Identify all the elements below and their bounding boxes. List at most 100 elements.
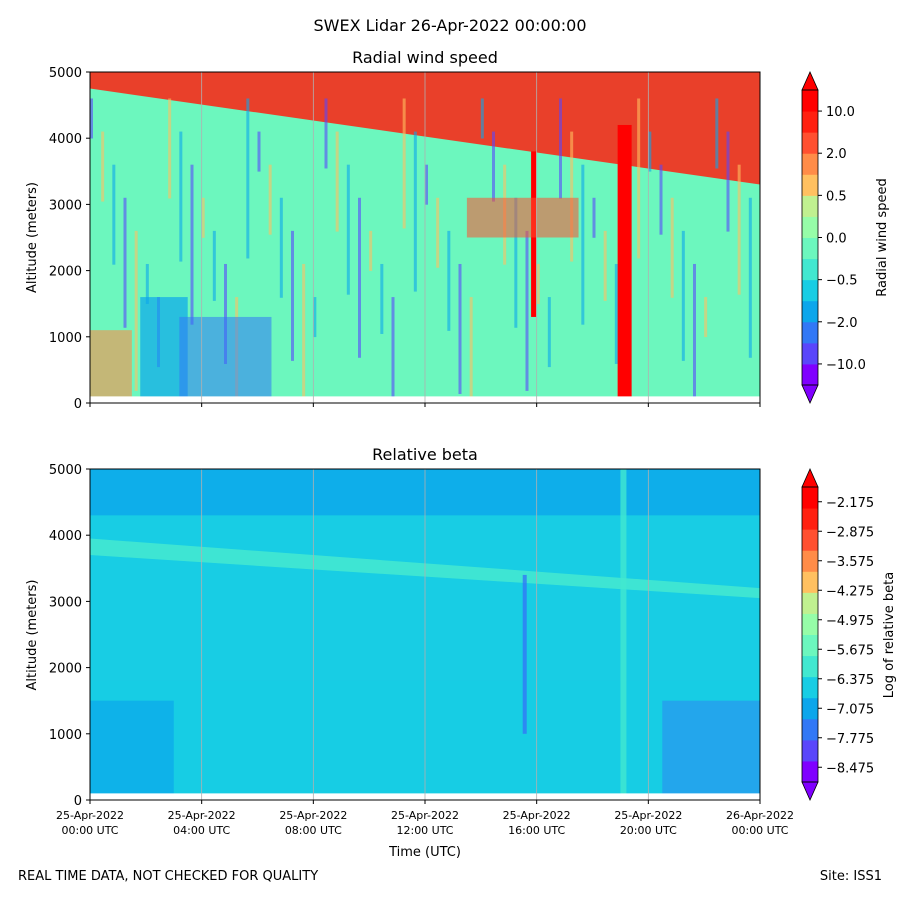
- texture-stripe: [358, 197, 361, 358]
- colorbar-tick-label: −8.475: [826, 761, 874, 776]
- texture-stripe: [614, 263, 618, 364]
- low-patch: [90, 700, 174, 800]
- colorbar-segment: [802, 613, 818, 635]
- x-tick-label-date: 25-Apr-2022: [391, 809, 459, 822]
- radial-wind-colorbar-label: Radial wind speed: [875, 178, 890, 296]
- colorbar-segment: [802, 592, 818, 614]
- texture-stripe: [402, 98, 406, 229]
- texture-stripe: [413, 131, 417, 292]
- colorbar-segment: [802, 237, 818, 260]
- texture-stripe: [547, 297, 551, 368]
- x-tick-label-date: 25-Apr-2022: [503, 809, 571, 822]
- texture-stripe: [335, 131, 339, 232]
- x-tick-label-time: 08:00 UTC: [285, 824, 342, 837]
- colorbar-segment: [802, 487, 818, 509]
- colorbar-segment: [802, 279, 818, 302]
- texture-stripe: [670, 197, 674, 298]
- relative-beta-y-axis-label: Altitude (meters): [25, 580, 40, 691]
- event-column: [620, 469, 627, 800]
- texture-stripe: [201, 197, 205, 238]
- y-tick-label: 4000: [49, 529, 82, 544]
- y-tick-label: 1000: [49, 331, 82, 346]
- colorbar-segment: [802, 153, 818, 175]
- texture-stripe: [748, 197, 752, 358]
- texture-stripe: [637, 98, 641, 259]
- colorbar-segment: [802, 258, 818, 281]
- texture-stripe: [659, 164, 663, 235]
- x-tick-label-date: 25-Apr-2022: [168, 809, 236, 822]
- texture-stripe: [279, 197, 283, 298]
- site-label: Site: ISS1: [819, 869, 882, 884]
- colorbar-segment: [802, 571, 818, 593]
- texture-stripe: [190, 164, 194, 325]
- texture-stripe: [447, 230, 451, 331]
- colorbar-segment: [802, 342, 818, 365]
- colorbar-segment: [802, 718, 818, 741]
- relative-beta-colorbar: −8.475 −7.775 −7.075 −6.375 −5.675 −4.975 −4.2…: [801, 468, 874, 801]
- y-tick-label: 2000: [49, 662, 82, 677]
- colorbar-tick-label: 2.0: [826, 147, 847, 162]
- texture-stripe: [693, 263, 696, 403]
- x-tick-label-time: 20:00 UTC: [620, 824, 677, 837]
- figure-title: SWEX Lidar 26-Apr-2022 00:00:00: [313, 16, 587, 35]
- colorbar-segment: [802, 300, 818, 323]
- colorbar-tick-label: 10.0: [826, 105, 855, 120]
- relative-beta-colorbar-label: Log of relative beta: [882, 572, 897, 699]
- x-tick-label-time: 00:00 UTC: [731, 824, 788, 837]
- panel-title-relative-beta: Relative beta: [372, 445, 478, 464]
- colorbar-tick-label: −4.975: [826, 614, 874, 629]
- texture-stripe: [536, 263, 540, 304]
- radial-wind-x-axis: [89, 403, 761, 407]
- texture-stripe: [391, 297, 395, 398]
- colorbar-tick-label: −2.175: [826, 496, 874, 511]
- quality-disclaimer: REAL TIME DATA, NOT CHECKED FOR QUALITY: [18, 869, 319, 884]
- colorbar-tick-label: −10.0: [826, 358, 866, 373]
- colorbar-extend-max: [801, 468, 819, 488]
- event-column: [617, 124, 632, 403]
- colorbar-segment: [802, 508, 818, 530]
- texture-stripe: [648, 131, 652, 172]
- low-patch: [662, 700, 760, 800]
- colorbar-segment: [802, 363, 818, 386]
- texture-stripe: [123, 197, 127, 328]
- texture-stripe: [101, 131, 105, 202]
- texture-stripe: [268, 164, 272, 235]
- texture-stripe: [313, 297, 317, 338]
- colorbar-tick-label: −5.675: [826, 643, 874, 658]
- texture-stripe: [134, 230, 138, 391]
- texture-stripe: [425, 164, 428, 205]
- colorbar-extend-min: [801, 384, 819, 404]
- texture-stripe: [592, 197, 596, 238]
- y-tick-label: 5000: [49, 66, 82, 81]
- colorbar-segment: [802, 90, 818, 112]
- colorbar-segment: [802, 132, 818, 154]
- texture-stripe: [525, 230, 529, 391]
- colorbar-segment: [802, 111, 818, 133]
- colorbar-segment: [802, 760, 818, 783]
- x-tick-label-time: 04:00 UTC: [173, 824, 230, 837]
- colorbar-extend-max: [801, 71, 819, 91]
- low-patch: [90, 330, 132, 403]
- texture-stripe: [369, 230, 373, 271]
- colorbar-frame: [801, 486, 819, 783]
- colorbar-tick-label: −6.375: [826, 673, 874, 688]
- texture-stripe: [324, 98, 328, 169]
- texture-stripe: [603, 230, 607, 301]
- texture-stripe: [291, 230, 294, 361]
- texture-stripe: [302, 263, 306, 403]
- x-tick-label-time: 12:00 UTC: [396, 824, 453, 837]
- texture-stripe: [436, 197, 440, 268]
- x-tick-label-date: 25-Apr-2022: [614, 809, 682, 822]
- texture-stripe: [346, 164, 350, 295]
- y-tick-label: 5000: [49, 463, 82, 478]
- colorbar-tick-label: −7.075: [826, 702, 874, 717]
- colorbar-segment: [802, 529, 818, 551]
- x-tick-label-date: 26-Apr-2022: [726, 809, 794, 822]
- texture-stripe: [681, 230, 685, 361]
- x-tick-label-date: 25-Apr-2022: [56, 809, 124, 822]
- low-patch: [179, 316, 272, 403]
- colorbar-tick-label: 0.0: [826, 232, 847, 247]
- texture-stripe: [480, 98, 484, 139]
- y-tick-label: 0: [74, 397, 82, 412]
